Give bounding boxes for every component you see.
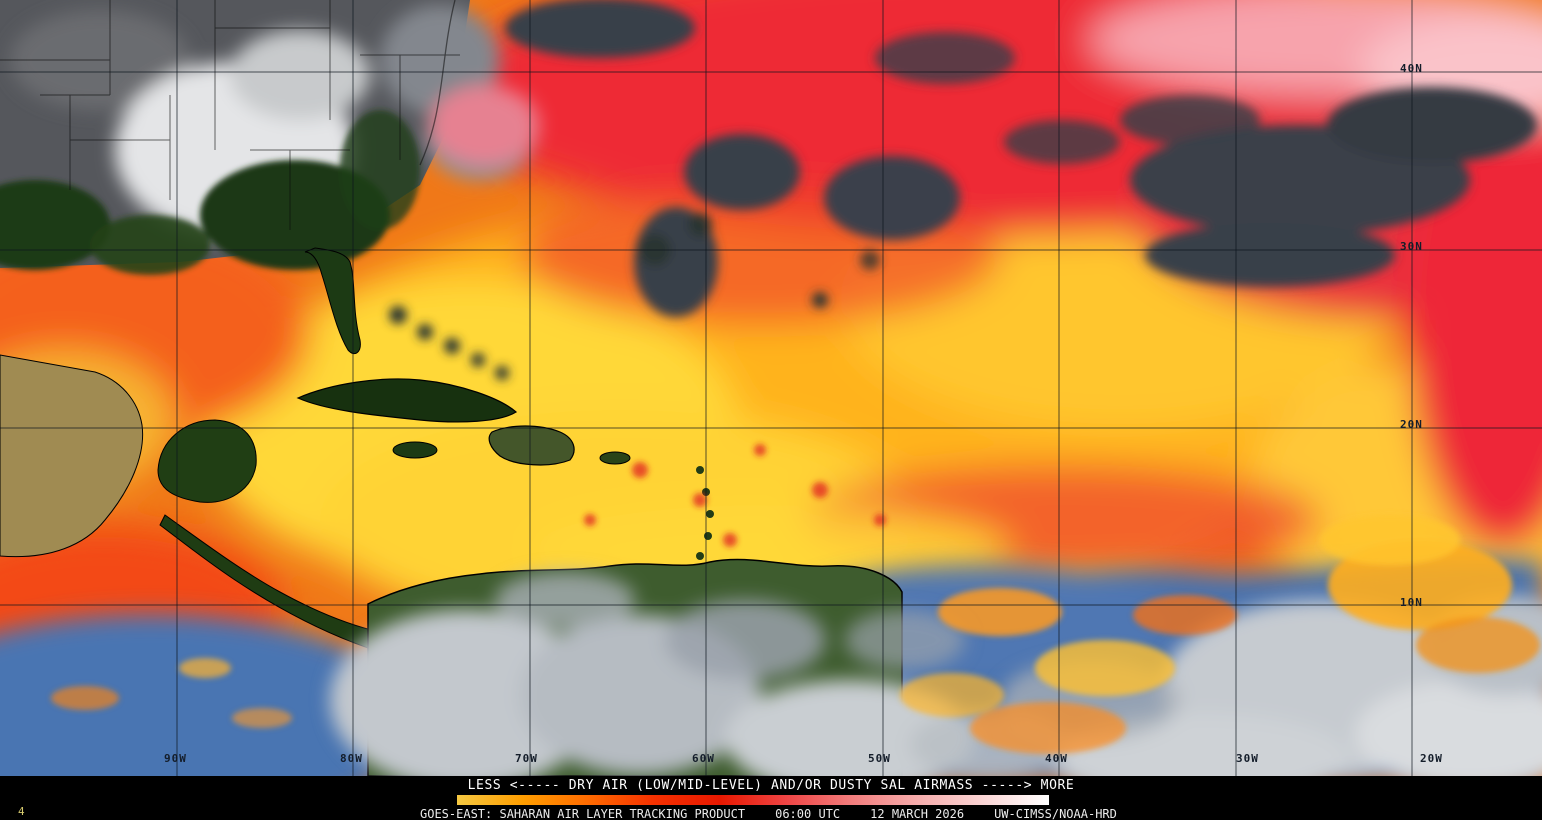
yucatan [157,419,257,503]
product-title: GOES-EAST: SAHARAN AIR LAYER TRACKING PR… [420,807,746,820]
high-cloud-layer [389,0,1537,380]
florida-peninsula [304,247,361,355]
frame-number: 4 [18,805,25,818]
mexico [0,354,144,558]
legend-gradient-bar [457,795,1049,805]
puerto-rico [599,451,631,465]
product-credit: UW-CIMSS/NOAA-HRD [994,807,1117,820]
satellite-imagery [0,0,1542,776]
product-time: 06:00 UTC [775,807,841,820]
hispaniola [488,425,575,466]
product-date: 12 MARCH 2026 [870,807,965,820]
status-line: GOES-EAST: SAHARAN AIR LAYER TRACKING PR… [420,807,1117,820]
bottom-bar: LESS <----- DRY AIR (LOW/MID-LEVEL) AND/… [0,776,1542,820]
latlon-grid [0,0,1542,776]
lesser-antilles [688,466,714,579]
satellite-map: 40N 30N 20N 10N 90W 80W 70W 60W 50W 40W … [0,0,1542,776]
legend-scale-text: LESS <----- DRY AIR (LOW/MID-LEVEL) AND/… [467,778,1075,793]
jamaica [392,441,438,459]
